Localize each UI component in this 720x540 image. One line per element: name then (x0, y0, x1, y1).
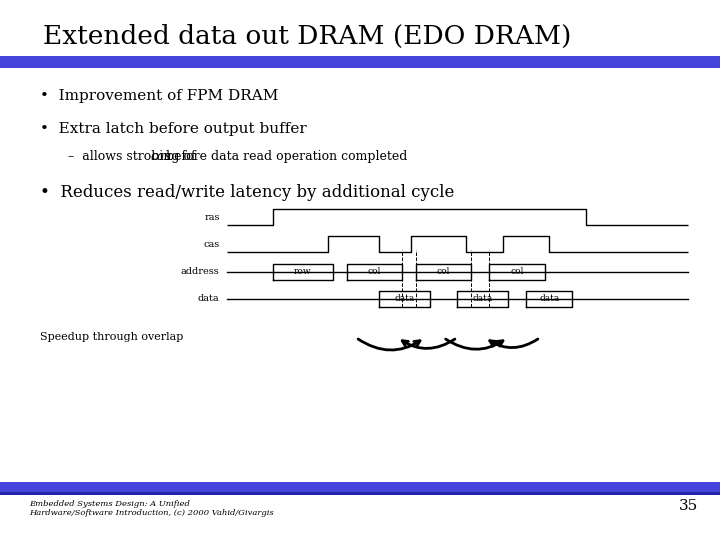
Text: col: col (368, 267, 381, 276)
Text: col: col (510, 267, 523, 276)
Text: •  Extra latch before output buffer: • Extra latch before output buffer (40, 122, 306, 136)
Text: •  Reduces read/write latency by additional cycle: • Reduces read/write latency by addition… (40, 184, 454, 200)
Text: cas: cas (150, 150, 171, 163)
Text: address: address (181, 267, 220, 276)
Text: data: data (394, 294, 414, 303)
Bar (0, 492, 720, 495)
Text: •  Improvement of FPM DRAM: • Improvement of FPM DRAM (40, 89, 278, 103)
Text: –  allows strobing of: – allows strobing of (68, 150, 200, 163)
Text: ras: ras (204, 213, 220, 221)
Text: Embedded Systems Design: A Unified
Hardware/Software Introduction, (c) 2000 Vahi: Embedded Systems Design: A Unified Hardw… (29, 500, 274, 517)
Text: data: data (539, 294, 559, 303)
Bar (0, 56, 720, 68)
Text: data: data (198, 294, 220, 303)
Bar (0, 482, 720, 492)
Text: Extended data out DRAM (EDO DRAM): Extended data out DRAM (EDO DRAM) (43, 24, 572, 49)
Text: data: data (472, 294, 492, 303)
Text: col: col (437, 267, 450, 276)
Text: 35: 35 (679, 500, 698, 514)
Text: before data read operation completed: before data read operation completed (162, 150, 408, 163)
Text: Speedup through overlap: Speedup through overlap (40, 333, 183, 342)
Text: row: row (294, 267, 312, 276)
Text: cas: cas (203, 240, 220, 248)
